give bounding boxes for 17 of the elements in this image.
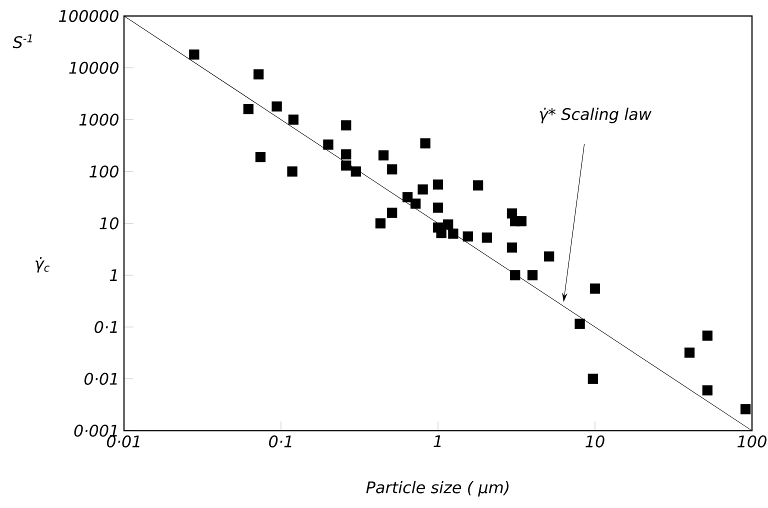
y-axis-title: γ̇$_{c}$	[36, 257, 50, 273]
annotation: γ̇* Scaling law	[540, 108, 652, 124]
x-tick-label: 10	[586, 435, 604, 448]
text: S$^{-1}$	[12, 34, 32, 48]
y-tick-label: 0·1	[94, 320, 117, 334]
x-tick-label: 100	[738, 435, 766, 448]
y-tick-label: 10000	[69, 62, 118, 74]
y-tick-label: 0·001	[74, 424, 117, 437]
x-axis-title: Particle size ( μm)	[366, 481, 509, 496]
x-tick-label: 1	[434, 435, 441, 448]
x-tick-label: 0·1	[269, 435, 292, 448]
y-tick-label: 1	[110, 269, 117, 281]
y-tick-label: 1000	[79, 114, 118, 126]
y-tick-label: 100	[90, 165, 118, 178]
y-tick-label: 100000	[58, 10, 118, 22]
y-tick-label: 10	[100, 217, 118, 230]
y-tick-label: 0·01	[84, 372, 117, 385]
